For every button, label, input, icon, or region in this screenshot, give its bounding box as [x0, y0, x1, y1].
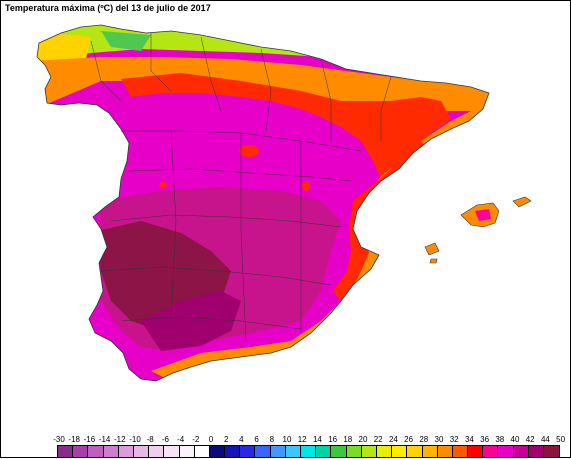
- legend-tick-label: -8: [146, 435, 154, 444]
- legend-swatch: [255, 446, 271, 457]
- legend-swatch: [407, 446, 423, 457]
- legend-swatch: [346, 446, 362, 457]
- legend-tick-label: 0: [208, 435, 214, 444]
- zone-central-red: [239, 145, 259, 157]
- legend-tick-label: -4: [177, 435, 185, 444]
- legend-swatch: [361, 446, 377, 457]
- legend-tick-label: 12: [297, 435, 307, 444]
- legend-swatch: [103, 446, 119, 457]
- legend-swatch: [392, 446, 408, 457]
- legend-swatch: [133, 446, 150, 457]
- legend-swatch: [528, 446, 544, 457]
- temperature-legend: -30 -18 -16 -14 -12 -10 -8 -6 -4 -2 0 2 4 6 8 10 12 14 16 1…: [53, 435, 565, 458]
- legend-tick-label: 28: [419, 435, 429, 444]
- map-title: Temperatura máxima (ºC) del 13 de julio …: [5, 3, 211, 13]
- legend-swatch: [179, 446, 195, 457]
- legend-swatch: [285, 446, 301, 457]
- legend-tick-label: -30: [53, 435, 65, 444]
- legend-swatch: [149, 446, 165, 457]
- zone-north-orange: [37, 57, 489, 111]
- legend-swatch: [194, 446, 210, 457]
- legend-swatch: [437, 446, 453, 457]
- mallorca-hot: [475, 209, 491, 221]
- legend-tick-label: 40: [510, 435, 520, 444]
- menorca: [512, 196, 532, 208]
- legend-swatch: [468, 446, 484, 457]
- legend-swatch: [422, 446, 438, 457]
- legend-tick-label: 26: [404, 435, 414, 444]
- legend-swatch: [88, 446, 104, 457]
- legend-tick-label: -6: [161, 435, 169, 444]
- legend-tick-label: -18: [68, 435, 80, 444]
- legend-tick-label: 34: [464, 435, 474, 444]
- legend-tick-label: 20: [358, 435, 368, 444]
- legend-swatch: [513, 446, 529, 457]
- zone-south-coast: [151, 307, 346, 381]
- legend-swatch: [73, 446, 89, 457]
- zone-cantabria-green: [101, 31, 151, 51]
- legend-swatch: [301, 446, 317, 457]
- legend-tick-label: 50: [556, 435, 566, 444]
- legend-tick-label: 4: [239, 435, 244, 444]
- legend-tick-label: 24: [388, 435, 398, 444]
- legend-tick-label: 18: [343, 435, 353, 444]
- legend-swatch: [118, 446, 134, 457]
- province-borders: [90, 33, 392, 342]
- legend-swatch: [544, 446, 560, 457]
- legend-tick-label: 32: [449, 435, 459, 444]
- legend-tick-label: 36: [480, 435, 490, 444]
- legend-tick-label: -12: [114, 435, 126, 444]
- balearic-islands: [424, 196, 532, 264]
- legend-colorbar: [57, 445, 561, 458]
- legend-swatch: [331, 446, 347, 457]
- legend-tick-label: 22: [373, 435, 383, 444]
- legend-swatch: [452, 446, 469, 457]
- legend-tick-label: 2: [223, 435, 229, 444]
- formentera: [429, 258, 438, 264]
- legend-tick-label: 30: [434, 435, 444, 444]
- legend-swatch: [376, 446, 393, 457]
- legend-swatch: [270, 446, 286, 457]
- legend-tick-label: 42: [525, 435, 535, 444]
- legend-labels: -30 -18 -16 -14 -12 -10 -8 -6 -4 -2 0 2 4 6 8 10 12 14 16 1…: [53, 435, 565, 445]
- legend-tick-label: 8: [269, 435, 275, 444]
- legend-swatch: [240, 446, 256, 457]
- legend-swatch: [316, 446, 332, 457]
- zone-east-red: [333, 141, 431, 301]
- legend-tick-label: -2: [192, 435, 200, 444]
- zone-north-red: [121, 73, 451, 179]
- legend-swatch: [483, 446, 499, 457]
- legend-swatch: [225, 446, 241, 457]
- legend-tick-label: 14: [312, 435, 322, 444]
- legend-tick-label: 16: [328, 435, 338, 444]
- zone-spot-red: [302, 181, 310, 191]
- legend-swatch: [164, 446, 180, 457]
- legend-swatch: [209, 446, 226, 457]
- legend-tick-label: 6: [254, 435, 259, 444]
- legend-swatch: [58, 446, 74, 457]
- zone-south-maroon: [141, 291, 241, 351]
- legend-tick-label: 10: [282, 435, 292, 444]
- legend-tick-label: 38: [495, 435, 505, 444]
- legend-tick-label: 44: [540, 435, 550, 444]
- zone-spot-red-2: [159, 182, 167, 188]
- ibiza: [424, 242, 440, 256]
- legend-tick-label: -10: [129, 435, 141, 444]
- legend-tick-label: -16: [83, 435, 96, 444]
- legend-swatch: [498, 446, 514, 457]
- legend-tick-label: -14: [98, 435, 111, 444]
